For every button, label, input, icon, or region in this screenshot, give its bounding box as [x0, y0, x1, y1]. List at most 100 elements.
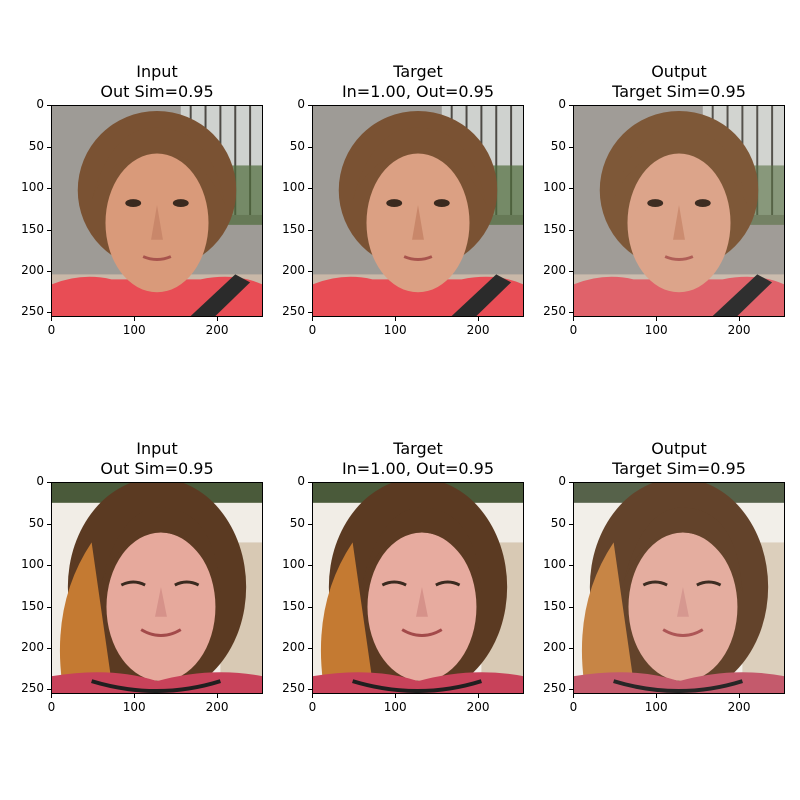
- y-tick-label: 250: [282, 304, 305, 319]
- face-image: [312, 105, 524, 317]
- title-line2: Out Sim=0.95: [100, 459, 214, 478]
- y-tick-mark: [569, 229, 573, 231]
- y-tick-label: 50: [550, 515, 566, 530]
- x-tick-label: 100: [122, 323, 146, 337]
- y-tick-mark: [569, 565, 573, 567]
- face-photo-woman-short-hair: [574, 106, 784, 316]
- title-line1: Input: [136, 62, 178, 81]
- x-tick-label: 200: [466, 323, 490, 337]
- y-tick-label: 50: [28, 138, 44, 153]
- panel-title: Output Target Sim=0.95: [573, 439, 785, 479]
- y-tick-mark: [569, 146, 573, 148]
- y-tick-label: 150: [282, 598, 305, 613]
- y-tick-label: 100: [282, 557, 305, 572]
- y-tick-mark: [308, 105, 312, 107]
- panel-row1-target: Target In=1.00, Out=0.95: [312, 62, 572, 402]
- y-tick-mark: [569, 312, 573, 314]
- x-tick-mark: [478, 694, 480, 698]
- panel-title: Input Out Sim=0.95: [51, 439, 263, 479]
- y-tick-label: 200: [282, 640, 305, 655]
- y-tick-label: 150: [543, 221, 566, 236]
- x-tick-mark: [656, 694, 658, 698]
- y-tick-mark: [569, 188, 573, 190]
- y-tick-mark: [569, 482, 573, 484]
- y-tick-label: 50: [28, 515, 44, 530]
- y-tick-label: 0: [36, 474, 44, 489]
- y-tick-label: 250: [282, 681, 305, 696]
- x-tick-mark: [312, 317, 314, 321]
- y-tick-mark: [569, 523, 573, 525]
- y-tick-label: 150: [21, 221, 44, 236]
- y-tick-label: 100: [543, 557, 566, 572]
- face-image: [312, 482, 524, 694]
- x-tick-mark: [51, 694, 53, 698]
- face-image: [573, 482, 785, 694]
- x-tick-mark: [312, 694, 314, 698]
- y-tick-label: 0: [558, 474, 566, 489]
- x-tick-mark: [395, 694, 397, 698]
- x-tick-label: 200: [727, 700, 751, 714]
- x-tick-label: 0: [47, 323, 56, 337]
- y-tick-mark: [308, 271, 312, 273]
- title-line1: Target: [393, 439, 443, 458]
- y-tick-mark: [569, 689, 573, 691]
- x-tick-label: 0: [569, 323, 578, 337]
- y-tick-label: 150: [21, 598, 44, 613]
- y-tick-mark: [47, 565, 51, 567]
- x-tick-label: 100: [644, 323, 668, 337]
- x-tick-mark: [134, 694, 136, 698]
- x-tick-label: 0: [569, 700, 578, 714]
- x-tick-label: 200: [205, 323, 229, 337]
- x-tick-mark: [217, 317, 219, 321]
- x-tick-mark: [656, 317, 658, 321]
- y-tick-mark: [308, 565, 312, 567]
- y-tick-label: 100: [282, 180, 305, 195]
- title-line1: Input: [136, 439, 178, 458]
- y-tick-mark: [569, 648, 573, 650]
- y-tick-label: 100: [21, 557, 44, 572]
- y-tick-label: 200: [543, 640, 566, 655]
- y-tick-mark: [569, 606, 573, 608]
- panel-title: Input Out Sim=0.95: [51, 62, 263, 102]
- title-line2: In=1.00, Out=0.95: [341, 82, 495, 101]
- y-tick-label: 200: [21, 640, 44, 655]
- panel-title: Target In=1.00, Out=0.95: [312, 62, 524, 102]
- title-line2: Target Sim=0.95: [612, 82, 746, 101]
- y-tick-label: 150: [543, 598, 566, 613]
- x-tick-mark: [739, 317, 741, 321]
- y-tick-label: 200: [282, 263, 305, 278]
- y-tick-label: 50: [289, 138, 305, 153]
- y-tick-mark: [569, 105, 573, 107]
- y-tick-mark: [47, 523, 51, 525]
- y-tick-mark: [47, 482, 51, 484]
- face-photo-woman-short-hair: [313, 106, 523, 316]
- y-tick-label: 250: [21, 681, 44, 696]
- face-photo-woman-long-hair: [574, 483, 784, 693]
- y-tick-label: 250: [543, 304, 566, 319]
- title-line1: Output: [651, 62, 707, 81]
- y-tick-label: 50: [550, 138, 566, 153]
- x-tick-mark: [134, 317, 136, 321]
- x-tick-mark: [217, 694, 219, 698]
- x-tick-mark: [51, 317, 53, 321]
- x-tick-label: 200: [205, 700, 229, 714]
- y-tick-mark: [47, 312, 51, 314]
- y-tick-mark: [47, 606, 51, 608]
- y-tick-mark: [47, 229, 51, 231]
- x-tick-label: 200: [466, 700, 490, 714]
- x-tick-label: 0: [47, 700, 56, 714]
- y-tick-mark: [47, 146, 51, 148]
- y-tick-mark: [308, 606, 312, 608]
- y-tick-mark: [308, 482, 312, 484]
- x-tick-label: 100: [383, 323, 407, 337]
- title-line1: Output: [651, 439, 707, 458]
- x-tick-mark: [395, 317, 397, 321]
- y-tick-label: 0: [558, 97, 566, 112]
- y-tick-mark: [47, 271, 51, 273]
- panel-row1-input: Input Out Sim=0.95: [51, 62, 311, 402]
- y-tick-mark: [308, 229, 312, 231]
- face-image: [573, 105, 785, 317]
- y-tick-label: 200: [543, 263, 566, 278]
- y-tick-label: 0: [297, 474, 305, 489]
- x-tick-label: 100: [122, 700, 146, 714]
